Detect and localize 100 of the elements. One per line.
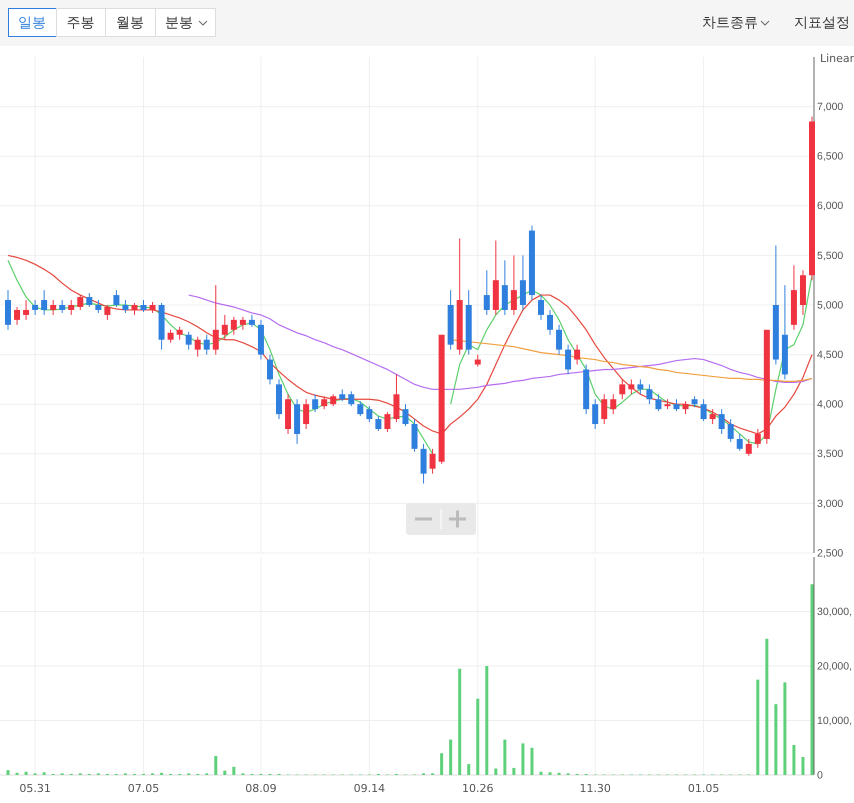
- candlestick: [150, 302, 156, 314]
- y-tick-label: 0: [817, 769, 823, 782]
- candlestick: [140, 300, 147, 312]
- text: 지표설정: [794, 15, 850, 31]
- candlestick: [68, 300, 74, 316]
- bar: [792, 745, 796, 775]
- bar: [232, 766, 236, 775]
- candlestick: [194, 336, 201, 358]
- candlestick: [646, 384, 652, 405]
- candlestick: [186, 331, 192, 350]
- bar: [467, 764, 470, 775]
- bar: [214, 756, 218, 775]
- bar: [801, 757, 804, 775]
- candlestick: [212, 284, 219, 356]
- y-tick-label: 3,000: [817, 498, 844, 510]
- bar: [449, 740, 452, 775]
- bar: [458, 668, 462, 775]
- candlestick: [384, 412, 390, 432]
- candlestick: [204, 334, 210, 356]
- bar: [774, 704, 778, 775]
- bar: [494, 768, 498, 775]
- text: 월봉: [116, 15, 144, 31]
- candlestick: [248, 314, 255, 328]
- bar: [539, 772, 542, 775]
- candlestick: [321, 396, 328, 410]
- candlestick: [474, 354, 481, 368]
- candlestick: [655, 394, 662, 412]
- candlestick: [131, 302, 138, 316]
- candlestick: [222, 314, 228, 340]
- bar: [476, 698, 480, 775]
- candlestick: [710, 408, 716, 425]
- candlestick: [538, 294, 544, 320]
- candlestick: [230, 316, 237, 336]
- candlestick: [484, 270, 490, 316]
- candlestick: [366, 406, 372, 423]
- candlestick: [664, 398, 670, 410]
- y-tick-label: 5,000: [817, 299, 844, 312]
- bar: [810, 584, 814, 775]
- x-tick-label: 11.30: [579, 782, 611, 795]
- candlestick: [565, 344, 572, 375]
- text: 일봉: [18, 15, 46, 31]
- y-tick-label: 2,500: [817, 547, 844, 560]
- candlestick: [728, 418, 734, 442]
- candlestick: [23, 300, 30, 320]
- candlestick: [375, 416, 382, 432]
- candlestick: [682, 400, 689, 415]
- x-tick-label: 10.26: [462, 782, 494, 795]
- y-tick-label: 7,000: [817, 100, 844, 113]
- candlestick: [168, 329, 174, 344]
- text: 주봉: [66, 15, 94, 31]
- y-tick-label: 30,000,: [817, 606, 852, 618]
- candlestick: [104, 304, 110, 320]
- candlestick: [619, 378, 626, 400]
- bar: [548, 772, 552, 775]
- candlestick: [547, 309, 554, 336]
- candlestick: [113, 290, 120, 308]
- bar: [223, 770, 226, 775]
- candlestick: [673, 398, 680, 412]
- candlestick: [746, 438, 752, 456]
- candlestick: [718, 408, 725, 434]
- candlestick: [430, 448, 436, 474]
- candlestick: [692, 396, 698, 408]
- candlestick: [736, 433, 743, 452]
- y-tick-label: 10,000,: [817, 714, 852, 727]
- bar: [6, 770, 10, 775]
- candlestick: [266, 354, 273, 385]
- candlestick: [303, 398, 310, 430]
- candlestick: [610, 394, 616, 415]
- bar: [530, 748, 534, 775]
- candlestick: [50, 300, 56, 316]
- text: 분봉: [165, 15, 193, 31]
- bar: [24, 772, 28, 775]
- candlestick: [510, 254, 517, 316]
- candlestick: [330, 394, 336, 407]
- y-tick-label: 4,000: [817, 398, 844, 411]
- x-tick-label: 05.31: [19, 782, 51, 795]
- x-tick-label: 07.05: [128, 782, 160, 795]
- candlestick: [32, 300, 38, 316]
- candlestick: [556, 324, 562, 356]
- text: Linear: [820, 52, 854, 65]
- candlestick: [122, 300, 128, 314]
- candlestick: [628, 378, 634, 395]
- candlestick: [240, 316, 246, 330]
- candlestick: [95, 300, 102, 314]
- candlestick: [637, 378, 644, 395]
- bar: [503, 740, 506, 775]
- y-tick-label: 3,500: [817, 448, 844, 460]
- candlestick: [59, 300, 66, 314]
- candlestick: [754, 428, 761, 448]
- bar: [440, 753, 444, 775]
- candlestick: [574, 344, 580, 366]
- bar: [765, 638, 768, 775]
- candlestick: [357, 400, 364, 417]
- candlestick: [176, 326, 183, 340]
- y-tick-label: 4,500: [817, 348, 844, 361]
- x-tick-label: 09.14: [354, 782, 386, 795]
- y-tick-label: 6,500: [817, 150, 844, 163]
- candlestick: [402, 404, 408, 427]
- y-tick-label: 20,000,: [817, 660, 852, 672]
- bar: [783, 682, 786, 775]
